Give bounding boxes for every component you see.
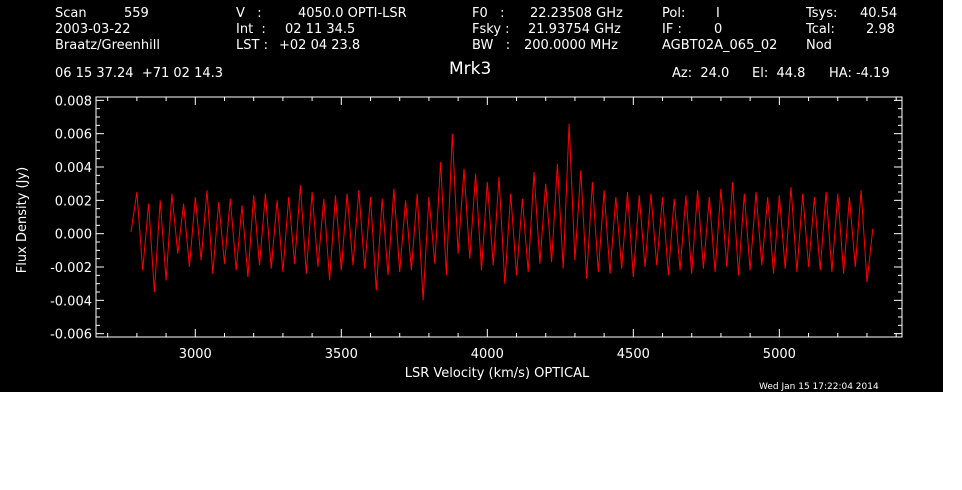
- obs-date: 2003-03-22: [55, 22, 131, 37]
- scan-value: 559: [124, 6, 149, 21]
- v-value: 4050.0 OPTI-LSR: [298, 6, 407, 21]
- fsky-value: 21.93754 GHz: [528, 22, 621, 37]
- plot-timestamp: Wed Jan 15 17:22:04 2014: [759, 382, 879, 392]
- project-id: AGBT02A_065_02: [662, 38, 778, 53]
- spectrum-trace: [130, 123, 874, 301]
- x-tick-label: 3500: [325, 347, 358, 362]
- y-tick-label: 0.000: [55, 228, 92, 243]
- y-tick-label: -0.006: [50, 328, 92, 343]
- obs-mode: Nod: [806, 38, 832, 53]
- x-tick-label: 5000: [763, 347, 796, 362]
- y-tick-label: -0.004: [50, 294, 92, 309]
- y-tick-label: 0.006: [55, 128, 92, 143]
- trace-group: [130, 123, 874, 301]
- scan-label: Scan: [55, 6, 87, 21]
- lst-value: +02 04 23.8: [279, 38, 361, 53]
- v-label: V :: [236, 6, 262, 21]
- tsys-value: 40.54: [860, 6, 898, 21]
- source-name: Mrk3: [449, 59, 492, 79]
- observers: Braatz/Greenhill: [55, 38, 160, 53]
- f0-label: F0 :: [472, 6, 505, 21]
- bw-label: BW :: [472, 38, 511, 53]
- elevation: El: 44.8: [752, 66, 806, 81]
- lst-label: LST :: [236, 38, 268, 53]
- y-axis-label: Flux Density (Jy): [15, 167, 30, 273]
- y-tick-label: -0.002: [50, 261, 92, 276]
- source-coordinates: 06 15 37.24 +71 02 14.3: [55, 66, 224, 81]
- if-label: IF :: [662, 22, 682, 37]
- pol-value: I: [716, 6, 720, 21]
- azimuth: Az: 24.0: [672, 66, 730, 81]
- if-value: 0: [714, 22, 723, 37]
- int-label: Int :: [236, 22, 266, 37]
- tcal-label: Tcal:: [806, 22, 835, 37]
- plot-panel: Scan 559 2003-03-22 Braatz/Greenhill V :…: [0, 0, 943, 392]
- f0-value: 22.23508 GHz: [530, 6, 623, 21]
- x-axis-ticks: 3000 3500 4000 4500 5000: [107, 97, 897, 362]
- pol-label: Pol:: [662, 6, 686, 21]
- y-tick-label: 0.004: [55, 161, 92, 176]
- x-axis-label: LSR Velocity (km/s) OPTICAL: [405, 366, 590, 381]
- fsky-label: Fsky :: [472, 22, 510, 37]
- x-tick-label: 4500: [617, 347, 650, 362]
- y-tick-label: 0.008: [55, 94, 92, 109]
- hour-angle: HA: -4.19: [829, 66, 890, 81]
- tcal-value: 2.98: [866, 22, 895, 37]
- spectrum-chart: 3000 3500 4000 4500 5000 -0.006 -0.004 -0.002 0…: [15, 94, 903, 381]
- tsys-label: Tsys:: [806, 6, 838, 21]
- int-value: 02 11 34.5: [285, 22, 356, 37]
- y-tick-label: 0.002: [55, 194, 92, 209]
- x-tick-label: 4000: [471, 347, 504, 362]
- x-tick-label: 3000: [179, 347, 212, 362]
- y-axis-ticks: -0.006 -0.004 -0.002 0.000 0.002 0.004 0.006 0.…: [50, 94, 902, 343]
- bw-value: 200.0000 MHz: [524, 38, 618, 53]
